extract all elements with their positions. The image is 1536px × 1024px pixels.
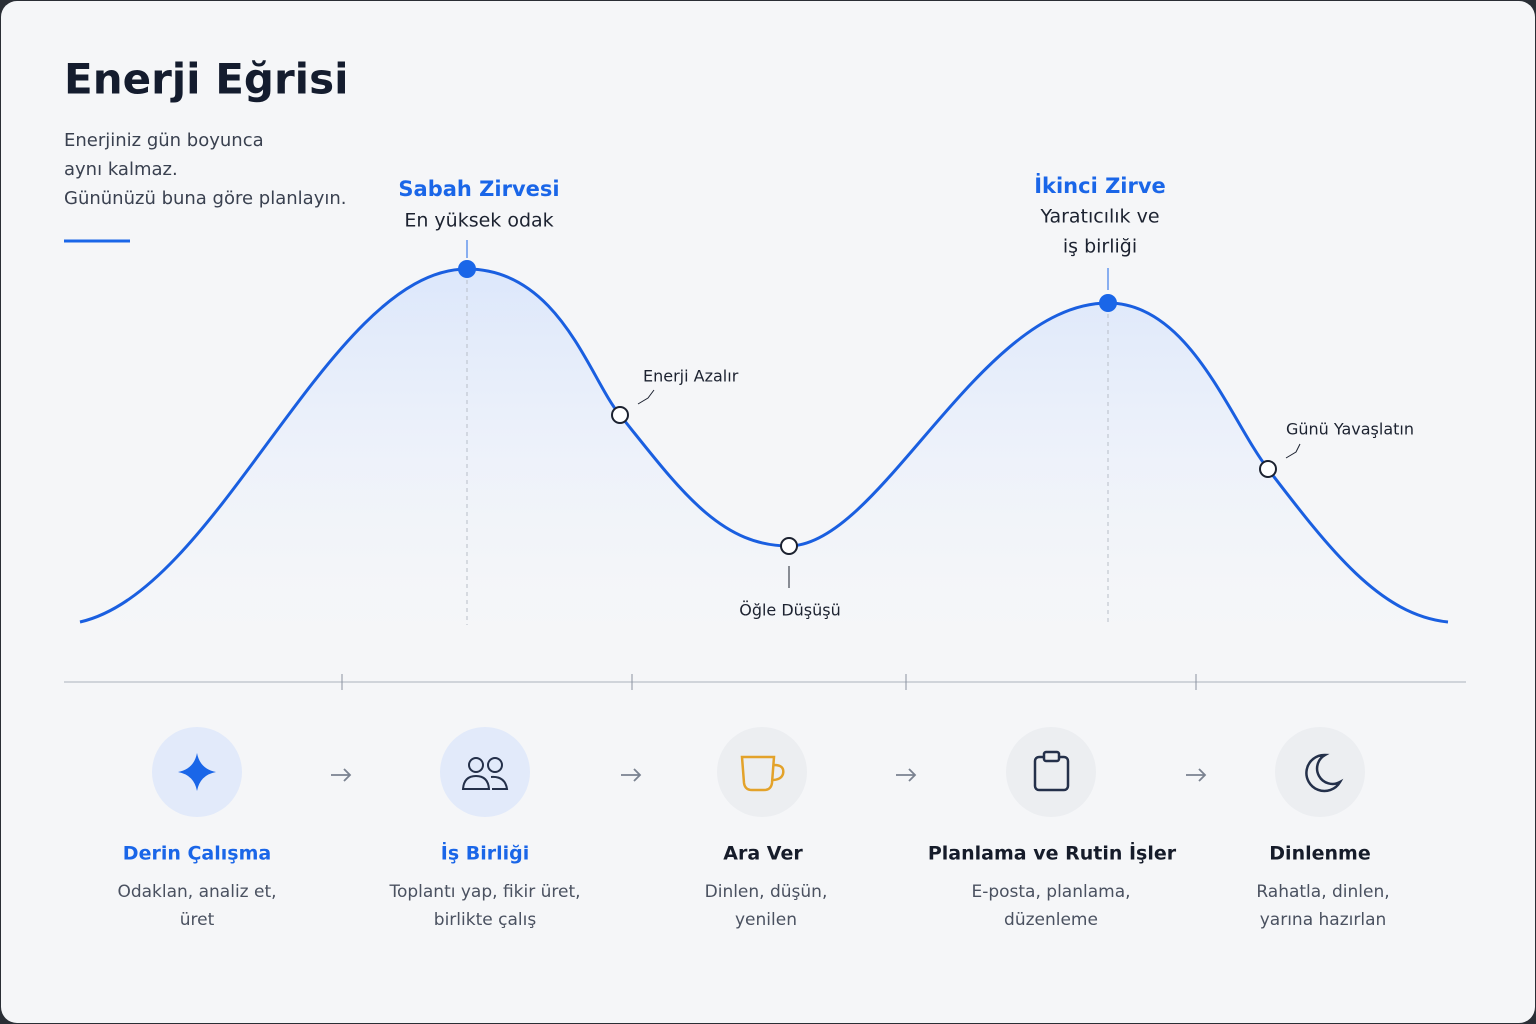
marker-dot bbox=[1259, 460, 1277, 478]
connector bbox=[1285, 443, 1301, 459]
peak-dot bbox=[1099, 294, 1117, 312]
step-text: Odaklan, analiz et, bbox=[117, 882, 276, 902]
subtitle: aynı kalmaz. bbox=[64, 159, 178, 180]
step-text: Rahatla, dinlen, bbox=[1256, 882, 1389, 902]
step-text: Dinlen, düşün, bbox=[705, 882, 828, 902]
peak-title: İkinci Zirve bbox=[1034, 173, 1166, 198]
curve-area bbox=[80, 269, 1448, 622]
connector bbox=[637, 389, 655, 405]
peak-text: iş birliği bbox=[1063, 236, 1137, 258]
step-text: Toplantı yap, fikir üret, bbox=[388, 882, 580, 902]
subtitle: Gününüzü buna göre planlayın. bbox=[64, 188, 346, 209]
peak-title: Sabah Zirvesi bbox=[398, 177, 559, 201]
step-text: yenilen bbox=[735, 910, 797, 930]
peak-text: En yüksek odak bbox=[404, 210, 553, 232]
step-arrows bbox=[331, 768, 1207, 782]
step-title: Planlama ve Rutin İşler bbox=[928, 841, 1177, 865]
marker-dot bbox=[611, 406, 629, 424]
subtitle: Enerjiniz gün boyunca bbox=[64, 130, 264, 151]
marker-label: Enerji Azalır bbox=[643, 367, 739, 386]
step-title: Derin Çalışma bbox=[123, 843, 271, 865]
step-title: İş Birliği bbox=[441, 841, 530, 865]
step-title: Dinlenme bbox=[1269, 843, 1370, 865]
step-icons bbox=[152, 727, 1365, 817]
marker-label: Öğle Düşüşü bbox=[739, 601, 841, 620]
peak-dot bbox=[458, 260, 476, 278]
step-text: birlikte çalış bbox=[434, 910, 537, 930]
step-text: üret bbox=[180, 910, 215, 930]
step-text: yarına hazırlan bbox=[1260, 910, 1387, 930]
marker-dot bbox=[780, 537, 798, 555]
step-title: Ara Ver bbox=[723, 843, 803, 865]
timeline-ticks bbox=[341, 674, 1197, 690]
marker-label: Günü Yavaşlatın bbox=[1286, 420, 1414, 439]
step-text: düzenleme bbox=[1004, 910, 1098, 930]
step-text: E-posta, planlama, bbox=[971, 882, 1130, 902]
peak-text: Yaratıcılık ve bbox=[1039, 206, 1159, 228]
title: Enerji Eğrisi bbox=[64, 55, 348, 104]
